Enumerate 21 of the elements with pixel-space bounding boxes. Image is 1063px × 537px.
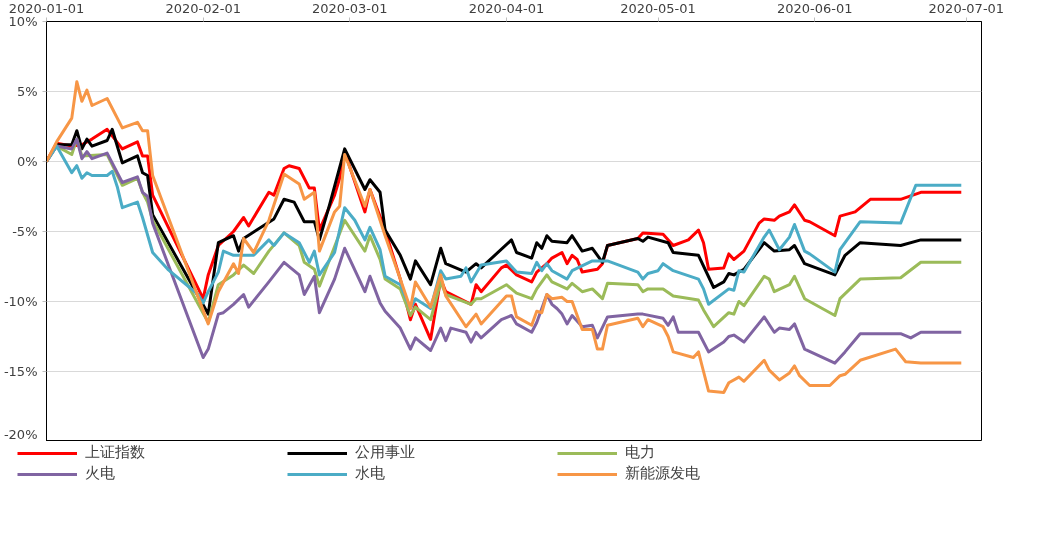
- x-tick-label: 2020-04-01: [468, 0, 545, 16]
- y-tick-label: 10%: [8, 14, 38, 29]
- y-tick-label: 0%: [16, 154, 38, 169]
- legend-label: 公用事业: [355, 443, 416, 462]
- line-series: [46, 80, 963, 394]
- x-tick-label: 2020-07-01: [928, 0, 1005, 16]
- legend-label: 新能源发电: [625, 464, 701, 483]
- y-tick-label: -10%: [3, 294, 38, 309]
- x-tick-label: 2020-01-01: [8, 0, 85, 16]
- y-tick-label: -20%: [3, 426, 38, 442]
- x-tick-label: 2020-02-01: [165, 0, 241, 16]
- x-tick-label: 2020-05-01: [620, 0, 696, 16]
- legend-label: 水电: [355, 464, 386, 483]
- legend-label: 电力: [625, 443, 656, 462]
- legend-label: 上证指数: [85, 443, 146, 462]
- x-tick-label: 2020-03-01: [311, 0, 388, 16]
- legend-label: 火电: [85, 464, 116, 483]
- y-tick-label: -15%: [3, 364, 38, 379]
- x-tick-label: 2020-06-01: [776, 0, 853, 16]
- y-tick-label: 5%: [16, 84, 38, 99]
- y-tick-label: -5%: [12, 224, 38, 239]
